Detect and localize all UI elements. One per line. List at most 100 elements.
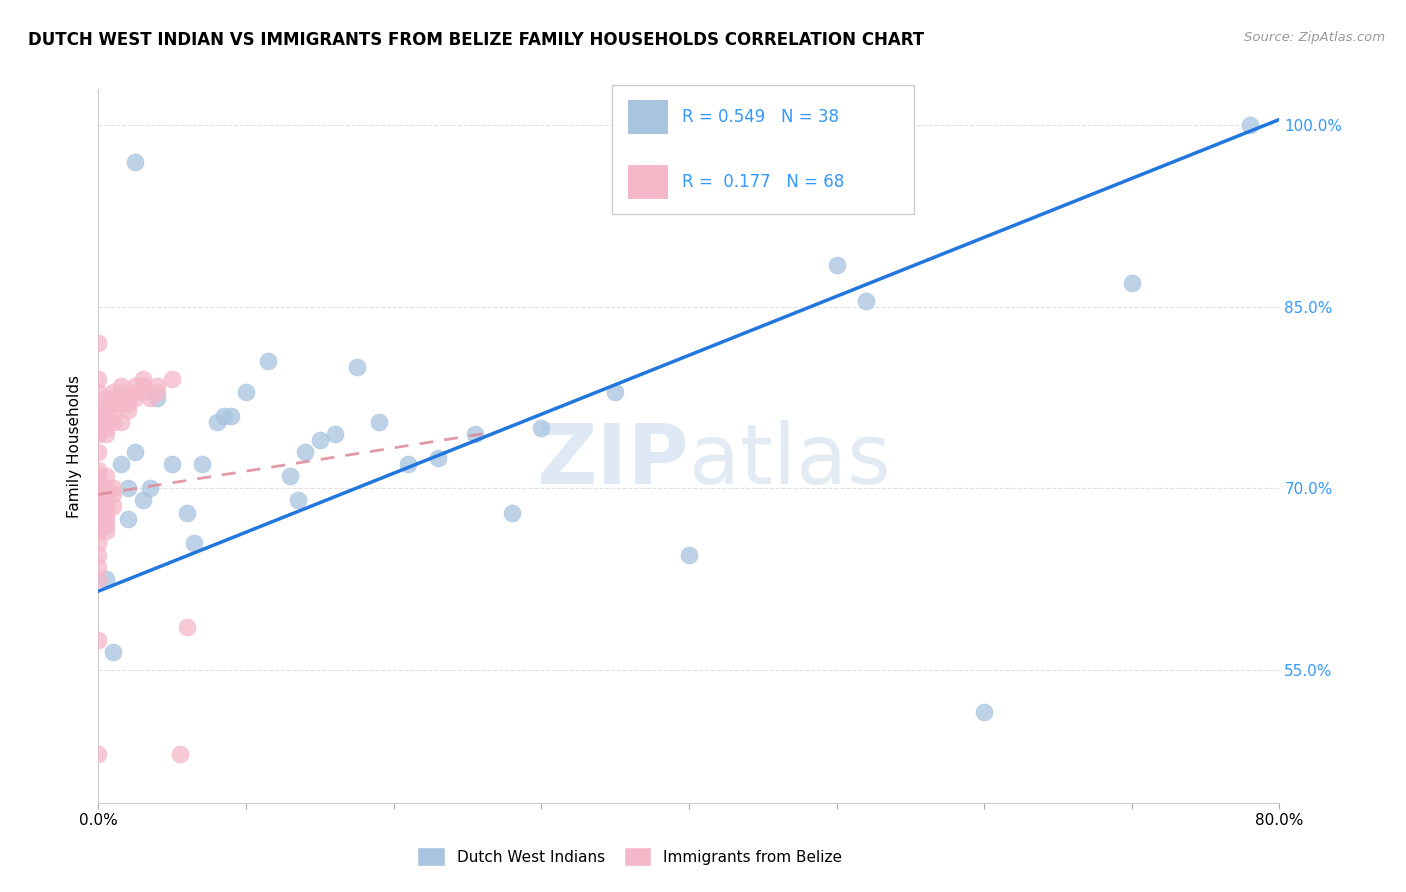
Point — [110, 457, 132, 471]
Point — [605, 384, 627, 399]
Point — [132, 493, 155, 508]
Point — [169, 747, 191, 762]
Point — [398, 457, 420, 471]
Point — [94, 481, 117, 495]
Point — [87, 511, 110, 525]
Text: DUTCH WEST INDIAN VS IMMIGRANTS FROM BELIZE FAMILY HOUSEHOLDS CORRELATION CHART: DUTCH WEST INDIAN VS IMMIGRANTS FROM BEL… — [28, 31, 924, 49]
Point — [94, 402, 117, 417]
Point — [87, 421, 110, 435]
Point — [87, 463, 110, 477]
Point — [117, 397, 139, 411]
Point — [103, 391, 125, 405]
Point — [103, 481, 125, 495]
Point — [368, 415, 391, 429]
Point — [139, 391, 162, 405]
Point — [678, 548, 700, 562]
Point — [87, 409, 110, 423]
Point — [87, 372, 110, 386]
Point — [280, 469, 302, 483]
Point — [94, 415, 117, 429]
Point — [124, 154, 146, 169]
Point — [221, 409, 243, 423]
Point — [117, 391, 139, 405]
Point — [176, 620, 198, 634]
Point — [162, 457, 183, 471]
Point — [94, 506, 117, 520]
Point — [162, 372, 183, 386]
Point — [87, 560, 110, 574]
Point — [973, 705, 995, 719]
Point — [103, 500, 125, 514]
Point — [117, 481, 139, 495]
Point — [94, 469, 117, 483]
Point — [87, 469, 110, 483]
Point — [1121, 276, 1143, 290]
Point — [87, 415, 110, 429]
Point — [103, 402, 125, 417]
Y-axis label: Family Households: Family Households — [67, 375, 83, 517]
Point — [94, 487, 117, 501]
Point — [103, 415, 125, 429]
Point — [87, 747, 110, 762]
Point — [176, 506, 198, 520]
Point — [146, 378, 169, 392]
Point — [87, 384, 110, 399]
Point — [139, 481, 162, 495]
Point — [191, 457, 214, 471]
Point — [103, 384, 125, 399]
Point — [87, 336, 110, 351]
Point — [132, 384, 155, 399]
Point — [257, 354, 280, 368]
Point — [94, 572, 117, 586]
Point — [132, 372, 155, 386]
Point — [94, 391, 117, 405]
Text: Source: ZipAtlas.com: Source: ZipAtlas.com — [1244, 31, 1385, 45]
Point — [87, 535, 110, 549]
Point — [212, 409, 235, 423]
Point — [87, 475, 110, 490]
Point — [94, 524, 117, 538]
Point — [235, 384, 257, 399]
Point — [87, 426, 110, 441]
Point — [427, 451, 450, 466]
Point — [87, 500, 110, 514]
Point — [110, 397, 132, 411]
Point — [323, 426, 346, 441]
Point — [294, 445, 316, 459]
Point — [146, 384, 169, 399]
Point — [530, 421, 553, 435]
Point — [110, 378, 132, 392]
Legend: Dutch West Indians, Immigrants from Belize: Dutch West Indians, Immigrants from Beli… — [409, 839, 851, 873]
Point — [117, 511, 139, 525]
Point — [87, 445, 110, 459]
Point — [110, 384, 132, 399]
Point — [87, 487, 110, 501]
Point — [205, 415, 228, 429]
Point — [124, 391, 146, 405]
Point — [855, 293, 877, 308]
Point — [87, 506, 110, 520]
Point — [124, 445, 146, 459]
Point — [87, 524, 110, 538]
Point — [146, 391, 169, 405]
Text: R =  0.177   N = 68: R = 0.177 N = 68 — [682, 173, 844, 191]
Point — [132, 378, 155, 392]
Point — [825, 258, 848, 272]
Point — [87, 517, 110, 532]
Point — [110, 415, 132, 429]
Point — [124, 378, 146, 392]
Point — [94, 511, 117, 525]
Point — [87, 632, 110, 647]
Point — [94, 517, 117, 532]
Point — [1239, 119, 1261, 133]
Point — [183, 535, 205, 549]
Text: ZIP: ZIP — [537, 420, 689, 500]
Point — [346, 360, 368, 375]
Point — [94, 409, 117, 423]
Point — [87, 493, 110, 508]
Point — [87, 548, 110, 562]
Point — [87, 572, 110, 586]
Point — [103, 645, 125, 659]
Text: R = 0.549   N = 38: R = 0.549 N = 38 — [682, 108, 839, 126]
Point — [94, 426, 117, 441]
